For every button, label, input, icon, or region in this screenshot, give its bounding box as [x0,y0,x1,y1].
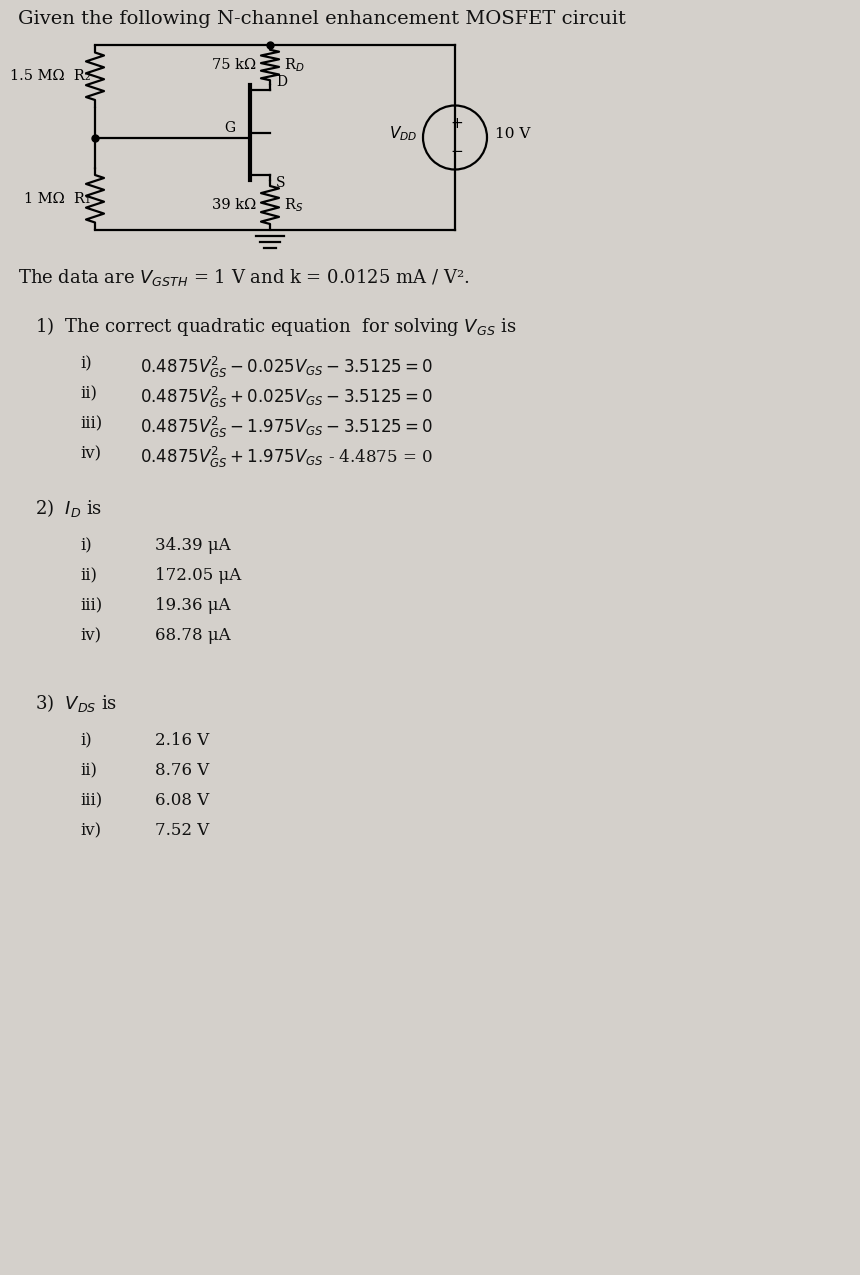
Text: G: G [224,121,235,134]
Text: D: D [276,75,287,89]
Text: $0.4875V_{GS}^{2} + 0.025V_{GS} - 3.5125 = 0$: $0.4875V_{GS}^{2} + 0.025V_{GS} - 3.5125… [140,385,433,411]
Text: ii): ii) [80,567,97,584]
Text: ii): ii) [80,385,97,402]
Text: 1)  The correct quadratic equation  for solving $V_{GS}$ is: 1) The correct quadratic equation for so… [35,315,516,338]
Text: Given the following N-channel enhancement MOSFET circuit: Given the following N-channel enhancemen… [18,10,626,28]
Text: 172.05 μA: 172.05 μA [155,567,242,584]
Text: S: S [276,176,286,190]
Text: 10 V: 10 V [495,126,531,140]
Text: $0.4875V_{GS}^{2} - 0.025V_{GS} - 3.5125 = 0$: $0.4875V_{GS}^{2} - 0.025V_{GS} - 3.5125… [140,354,433,380]
Text: 7.52 V: 7.52 V [155,822,209,839]
Text: 1.5 MΩ  R₂: 1.5 MΩ R₂ [10,69,91,83]
Text: 6.08 V: 6.08 V [155,792,209,810]
Text: The data are $V_{GSTH}$ = 1 V and k = 0.0125 mA / V².: The data are $V_{GSTH}$ = 1 V and k = 0.… [18,266,470,288]
Text: i): i) [80,537,92,555]
Text: i): i) [80,354,92,372]
Text: 8.76 V: 8.76 V [155,762,209,779]
Text: R$_S$: R$_S$ [284,196,304,214]
Text: 2.16 V: 2.16 V [155,732,209,748]
Text: $0.4875V_{GS}^{2} - 1.975V_{GS} - 3.5125 = 0$: $0.4875V_{GS}^{2} - 1.975V_{GS} - 3.5125… [140,414,433,440]
Text: 39 kΩ: 39 kΩ [212,198,256,212]
Text: iii): iii) [80,597,102,615]
Text: 3)  $V_{DS}$ is: 3) $V_{DS}$ is [35,692,117,714]
Text: 2)  $I_D$ is: 2) $I_D$ is [35,497,102,519]
Text: iv): iv) [80,627,101,644]
Text: R$_D$: R$_D$ [284,56,304,74]
Text: 75 kΩ: 75 kΩ [212,57,256,71]
Text: +: + [451,116,464,131]
Text: 68.78 μA: 68.78 μA [155,627,230,644]
Text: $0.4875V_{GS}^{2} + 1.975V_{GS}$ - 4.4875 = 0: $0.4875V_{GS}^{2} + 1.975V_{GS}$ - 4.487… [140,445,433,470]
Text: i): i) [80,732,92,748]
Text: $V_{DD}$: $V_{DD}$ [389,124,417,143]
Text: 1 MΩ  R₁: 1 MΩ R₁ [24,191,91,205]
Text: ii): ii) [80,762,97,779]
Text: iii): iii) [80,792,102,810]
Text: 19.36 μA: 19.36 μA [155,597,230,615]
Text: 34.39 μA: 34.39 μA [155,537,230,555]
Text: iv): iv) [80,445,101,462]
Text: −: − [451,144,464,159]
Text: iii): iii) [80,414,102,432]
Text: iv): iv) [80,822,101,839]
